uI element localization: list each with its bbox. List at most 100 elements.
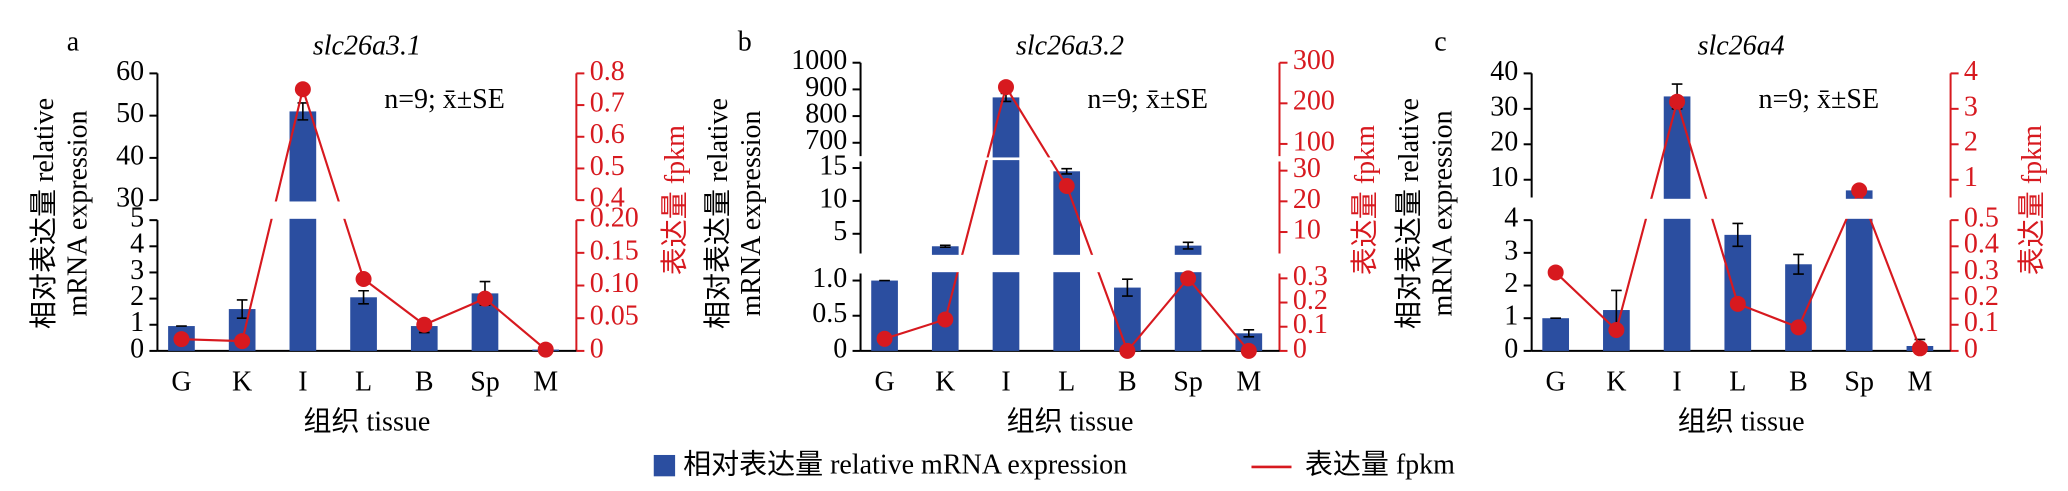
- x-tick-label: G: [1546, 367, 1566, 398]
- y-tick-label: 900: [805, 72, 847, 103]
- y2-tick-label: 0: [590, 333, 604, 364]
- annotation: n=9; x̄±SE: [1758, 84, 1879, 115]
- y2-tick-label: 0.15: [590, 235, 639, 266]
- dot: [1119, 342, 1136, 359]
- panel-title: slc26a4: [1698, 30, 1785, 61]
- y-tick-label: 60: [116, 56, 144, 87]
- y-tick-label: 4: [1504, 203, 1518, 234]
- y2-tick-label: 2: [1964, 127, 1978, 158]
- panel-title: slc26a3.2: [1016, 30, 1124, 61]
- legend-label: 相对表达量 relative mRNA expression: [683, 448, 1127, 480]
- panel-letter: c: [1434, 26, 1446, 57]
- y-tick-label: 40: [1490, 56, 1518, 87]
- x-axis-label: 组织 tissue: [304, 406, 431, 438]
- error-bar: [1182, 241, 1194, 250]
- error-bar: [939, 244, 951, 249]
- x-tick-label: M: [533, 367, 558, 398]
- y-tick-label: 1: [130, 307, 144, 338]
- y2-axis-label: 表达量 fpkm: [1349, 125, 1381, 275]
- y-tick-label: 1000: [791, 45, 847, 76]
- x-tick-label: K: [1606, 367, 1626, 398]
- panel-title: slc26a3.1: [313, 30, 421, 61]
- x-tick-label: G: [171, 367, 191, 398]
- error-bar: [1243, 328, 1255, 338]
- error-bar: [1061, 167, 1073, 175]
- dot: [876, 330, 893, 347]
- y2-tick-label: 30: [1293, 153, 1321, 184]
- y2-tick-label: 0.5: [590, 151, 625, 182]
- y2-tick-label: 0.1: [1293, 309, 1328, 340]
- y2-axis-label: 表达量 fpkm: [659, 125, 691, 275]
- dot: [1851, 182, 1868, 199]
- y-tick-label: 3: [1504, 235, 1518, 266]
- y-tick-label: 0.5: [812, 298, 847, 329]
- x-tick-label: B: [415, 367, 434, 398]
- y2-tick-label: 0.2: [1964, 281, 1999, 312]
- x-tick-label: G: [874, 367, 894, 398]
- bar: [1114, 287, 1141, 351]
- panel-letter: a: [67, 26, 80, 57]
- y2-tick-label: 4: [1964, 56, 1978, 87]
- x-tick-label: Sp: [470, 367, 500, 398]
- y-tick-label: 0: [1504, 333, 1518, 364]
- panel-letter: b: [738, 26, 752, 57]
- error-bar: [1793, 253, 1804, 275]
- y2-tick-label: 20: [1293, 184, 1321, 215]
- error-bar: [1732, 222, 1744, 248]
- dot: [355, 270, 372, 287]
- y-tick-label: 50: [116, 98, 144, 129]
- y2-tick-label: 0.7: [590, 87, 625, 118]
- bar: [350, 297, 377, 351]
- error-bar: [236, 299, 248, 320]
- y2-tick-label: 0: [1964, 333, 1978, 364]
- y2-tick-label: 100: [1293, 126, 1335, 157]
- y2-tick-label: 0.3: [1293, 261, 1328, 292]
- dot: [234, 333, 251, 350]
- x-tick-label: K: [232, 367, 252, 398]
- y2-tick-label: 0.6: [590, 119, 625, 150]
- y-tick-label: 800: [805, 99, 847, 130]
- annotation: n=9; x̄±SE: [384, 84, 505, 115]
- x-tick-label: M: [1236, 367, 1261, 398]
- y-tick-label: 15: [819, 150, 847, 181]
- y2-tick-label: 10: [1293, 214, 1321, 245]
- y2-tick-label: 0.4: [590, 183, 625, 214]
- y2-tick-label: 0.5: [1964, 203, 1999, 234]
- y2-tick-label: 0.2: [1293, 285, 1328, 316]
- y-axis-label: mRNA expression: [736, 110, 767, 316]
- dot: [173, 331, 190, 348]
- x-tick-label: K: [935, 367, 955, 398]
- axis-break: [1532, 198, 1950, 219]
- y2-tick-label: 0.4: [1964, 229, 1999, 260]
- y2-tick-label: 200: [1293, 86, 1335, 117]
- y2-axis-label: 表达量 fpkm: [2016, 125, 2048, 275]
- dot: [1790, 319, 1807, 336]
- y-tick-label: 10: [819, 183, 847, 214]
- x-tick-label: L: [1058, 367, 1075, 398]
- y-tick-label: 3: [130, 255, 144, 286]
- y-tick-label: 30: [116, 183, 144, 214]
- error-bar: [358, 289, 369, 305]
- axis-break: [861, 157, 1279, 161]
- x-axis-label: 组织 tissue: [1678, 406, 1805, 438]
- bar: [1724, 234, 1752, 351]
- x-tick-label: I: [1001, 367, 1010, 398]
- y2-tick-label: 0: [1293, 333, 1307, 364]
- dot: [1911, 340, 1928, 357]
- y-tick-label: 4: [130, 229, 144, 260]
- axis-break: [861, 254, 1279, 273]
- axis-break: [158, 201, 576, 219]
- y-tick-label: 1.0: [812, 263, 847, 294]
- x-tick-label: L: [355, 367, 372, 398]
- bar: [289, 111, 317, 351]
- bar: [1542, 318, 1570, 351]
- annotation: n=9; x̄±SE: [1087, 84, 1208, 115]
- dot: [937, 311, 954, 328]
- y2-tick-label: 300: [1293, 45, 1335, 76]
- dot: [476, 290, 493, 307]
- y2-tick-label: 0.05: [590, 301, 639, 332]
- dot: [537, 341, 554, 358]
- y-tick-label: 20: [1490, 127, 1518, 158]
- y2-tick-label: 3: [1964, 91, 1978, 122]
